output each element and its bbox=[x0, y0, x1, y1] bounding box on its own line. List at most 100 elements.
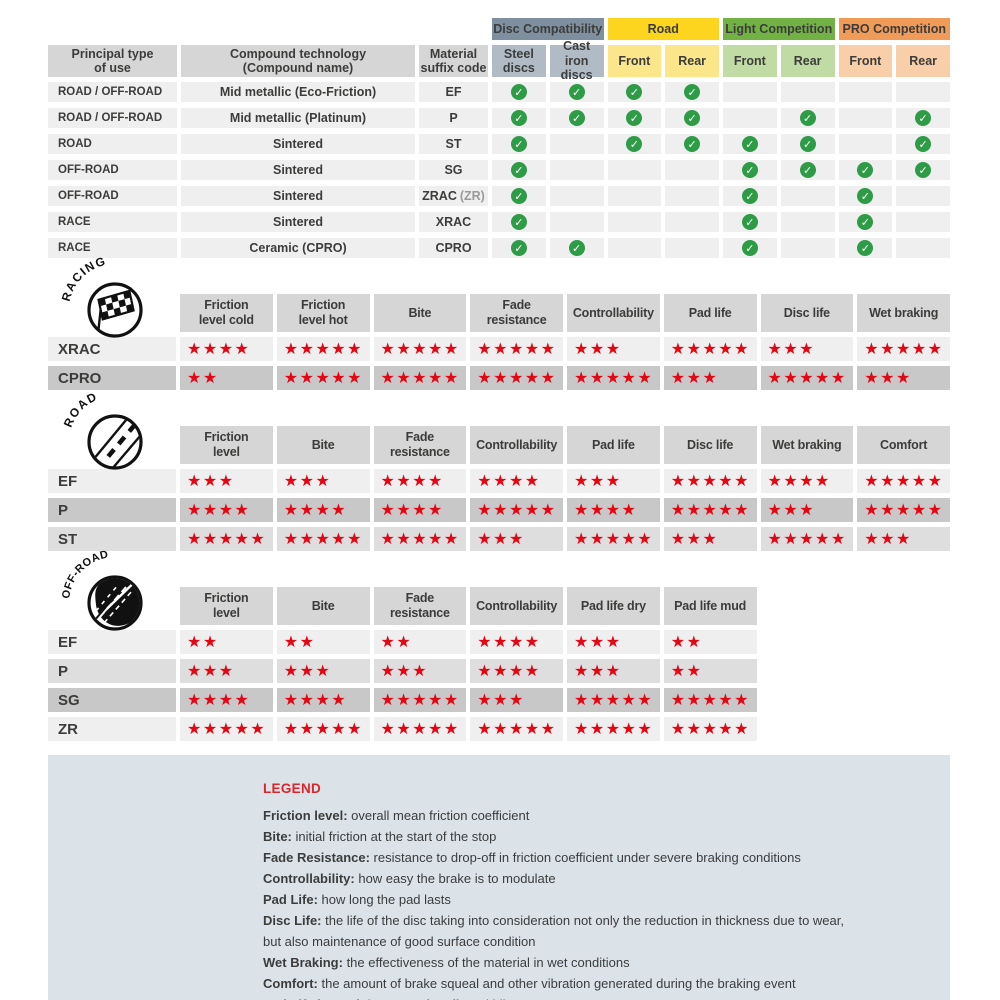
check-cell bbox=[780, 82, 835, 102]
check-cell: ✓ bbox=[607, 134, 662, 154]
star-rating: ★★★ bbox=[187, 471, 235, 490]
compound-label: EF bbox=[48, 630, 176, 654]
rating-column-header: Fade resistance bbox=[470, 294, 563, 332]
star-rating-cell: ★★★★★ bbox=[276, 717, 370, 741]
star-rating: ★★★★★ bbox=[670, 500, 750, 519]
code-suffix: (ZR) bbox=[459, 189, 485, 203]
compound-label: ST bbox=[48, 527, 176, 551]
rating-column-header: Pad life bbox=[567, 426, 660, 464]
star-rating: ★★★★★ bbox=[477, 339, 557, 358]
check-cell bbox=[838, 134, 893, 154]
star-rating: ★★★★★ bbox=[477, 368, 557, 387]
rating-column-header: Disc life bbox=[663, 426, 757, 464]
star-rating-cell: ★★★★★ bbox=[276, 527, 370, 551]
legend-title: LEGEND bbox=[263, 781, 322, 796]
sub-header-row: Principal type of use Compound technology… bbox=[48, 39, 950, 82]
legend-items: Friction level: overall mean friction co… bbox=[263, 805, 930, 1000]
star-rating: ★★★★ bbox=[187, 690, 251, 709]
check-cell: ✓ bbox=[723, 186, 777, 206]
star-rating-cell: ★★★★★ bbox=[180, 717, 273, 741]
check-icon: ✓ bbox=[857, 214, 874, 230]
star-rating: ★★★★ bbox=[767, 471, 831, 490]
legend-item: Pad Life: how long the pad lasts bbox=[263, 889, 930, 910]
star-rating-cell: ★★★★ bbox=[567, 498, 660, 522]
star-rating: ★★★★★ bbox=[477, 719, 557, 738]
star-rating-cell: ★★★★ bbox=[180, 498, 273, 522]
compat-row-p: ROAD / OFF-ROAD Mid metallic (Platinum) P ✓… bbox=[48, 108, 950, 128]
rating-column-header: Fade resistance bbox=[373, 426, 467, 464]
star-rating: ★★★★ bbox=[380, 500, 444, 519]
check-cell bbox=[838, 108, 893, 128]
check-icon: ✓ bbox=[915, 110, 932, 126]
subcolumn-header-rear: Rear bbox=[665, 45, 719, 77]
star-rating-cell: ★★★★★ bbox=[470, 498, 563, 522]
star-rating-cell: ★★ bbox=[180, 630, 273, 654]
star-rating: ★★★★★ bbox=[380, 339, 460, 358]
check-icon: ✓ bbox=[799, 162, 816, 178]
subcolumn-header-front: Front bbox=[723, 45, 777, 77]
star-rating-cell: ★★★★★ bbox=[663, 717, 757, 741]
star-rating-cell: ★★★★★ bbox=[276, 366, 370, 390]
subcolumn-header-rear: Rear bbox=[896, 45, 950, 77]
star-rating: ★★★★★ bbox=[767, 368, 847, 387]
star-rating-cell: ★★★★ bbox=[470, 469, 563, 493]
star-rating-cell: ★★★ bbox=[663, 527, 757, 551]
star-rating: ★★★★ bbox=[187, 339, 251, 358]
legend-item: Pad Life in mud: important for off-road … bbox=[263, 994, 930, 1000]
tech-cell: Mid metallic (Eco-Friction) bbox=[181, 82, 415, 102]
column-header: Material suffix code bbox=[419, 45, 488, 77]
star-rating: ★★★ bbox=[283, 471, 332, 490]
star-rating-cell: ★★★★★ bbox=[470, 366, 563, 390]
code-cell: EF bbox=[419, 82, 488, 102]
check-icon: ✓ bbox=[510, 188, 527, 204]
compound-label: EF bbox=[48, 469, 176, 493]
check-cell: ✓ bbox=[780, 134, 835, 154]
check-cell: ✓ bbox=[492, 108, 546, 128]
compound-label: SG bbox=[48, 688, 176, 712]
subcolumn-header-cast-iron-discs: Cast iron discs bbox=[549, 39, 604, 82]
check-cell: ✓ bbox=[665, 134, 719, 154]
star-rating: ★★★★★ bbox=[864, 500, 944, 519]
code-cell: ZRAC (ZR) bbox=[419, 186, 488, 206]
star-rating-cell: ★★★★ bbox=[276, 688, 370, 712]
star-rating-cell: ★★★ bbox=[276, 469, 370, 493]
check-icon: ✓ bbox=[626, 110, 643, 126]
use-cell: OFF-ROAD bbox=[48, 160, 177, 180]
star-rating: ★★★ bbox=[864, 368, 912, 387]
check-icon: ✓ bbox=[684, 136, 701, 152]
check-icon: ✓ bbox=[510, 162, 527, 178]
check-icon: ✓ bbox=[741, 214, 758, 230]
check-cell: ✓ bbox=[549, 82, 604, 102]
star-rating: ★★★ bbox=[283, 661, 332, 680]
group-header-pro-competition: PRO Competition bbox=[838, 18, 950, 40]
compound-label: ZR bbox=[48, 717, 176, 741]
star-rating-cell: ★★★★★ bbox=[567, 366, 660, 390]
legend-desc: overall mean friction coefficient bbox=[351, 808, 530, 823]
star-rating: ★★★★★ bbox=[670, 719, 750, 738]
star-rating: ★★★★★ bbox=[380, 529, 460, 548]
check-cell: ✓ bbox=[838, 238, 893, 258]
star-rating-cell: ★★★★★ bbox=[567, 688, 660, 712]
rating-column-header: Controllability bbox=[470, 426, 563, 464]
compound-label: P bbox=[48, 659, 176, 683]
star-rating-cell: ★★★★ bbox=[373, 498, 467, 522]
check-icon: ✓ bbox=[915, 136, 932, 152]
code-cell: SG bbox=[419, 160, 488, 180]
star-rating-cell: ★★★★ bbox=[470, 659, 563, 683]
check-cell bbox=[838, 82, 893, 102]
legend-desc: initial friction at the start of the sto… bbox=[295, 829, 497, 845]
star-rating-cell: ★★★ bbox=[470, 527, 563, 551]
star-rating: ★★★★★ bbox=[187, 719, 267, 738]
star-rating: ★★★★★ bbox=[670, 339, 750, 358]
content: Disc Compatibility Road Light Competition P… bbox=[48, 0, 950, 1000]
star-rating: ★★★★★ bbox=[380, 368, 460, 387]
star-rating: ★★★★★ bbox=[283, 339, 363, 358]
check-icon: ✓ bbox=[568, 110, 585, 126]
star-rating-cell: ★★★ bbox=[857, 366, 950, 390]
star-rating-cell: ★★★ bbox=[567, 337, 660, 361]
group-header-light-competition: Light Competition bbox=[723, 18, 835, 40]
star-rating: ★★★ bbox=[380, 661, 429, 680]
star-rating: ★★★ bbox=[574, 661, 622, 680]
compound-label: CPRO bbox=[48, 366, 176, 390]
check-cell bbox=[896, 212, 950, 232]
